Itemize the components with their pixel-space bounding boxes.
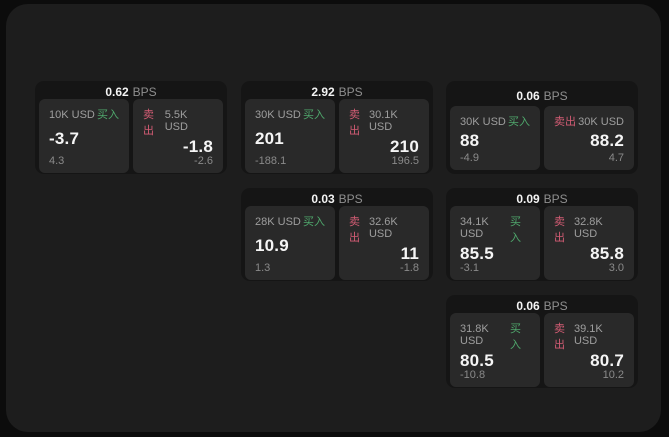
main-window: 0.62 BPS 10K USD 买入 -3.7 4.3 卖出 5.5K USD… xyxy=(6,4,661,432)
bps-unit: BPS xyxy=(543,192,568,206)
quote-card: 0.62 BPS 10K USD 买入 -3.7 4.3 卖出 5.5K USD… xyxy=(35,81,227,174)
buy-panel[interactable]: 28K USD 买入 10.9 1.3 xyxy=(245,206,335,280)
buy-side-label: 买入 xyxy=(303,216,325,228)
buy-amount: 28K USD xyxy=(255,216,301,228)
buy-secondary-value: -188.1 xyxy=(255,155,287,167)
bps-header: 0.06 BPS xyxy=(450,85,634,106)
buy-price: -3.7 xyxy=(49,129,80,148)
quote-card: 0.06 BPS 30K USD 买入 88 -4.9 卖出 30K USD 8… xyxy=(446,81,638,174)
buy-secondary-value: -3.1 xyxy=(460,262,479,274)
bps-value: 2.92 xyxy=(311,85,335,99)
sell-secondary-value: 3.0 xyxy=(608,262,624,274)
sell-panel[interactable]: 卖出 32.8K USD 85.8 3.0 xyxy=(544,206,634,280)
buy-side-label: 买入 xyxy=(97,109,119,121)
quote-card: 0.09 BPS 34.1K USD 买入 85.5 -3.1 卖出 32.8K… xyxy=(446,188,638,281)
sell-secondary-value: -1.8 xyxy=(400,262,419,274)
buy-price: 80.5 xyxy=(460,351,494,370)
sell-amount: 32.6K USD xyxy=(368,216,398,240)
sell-secondary-value: 4.7 xyxy=(608,152,624,164)
sell-side-label: 卖出 xyxy=(143,109,154,137)
buy-amount: 10K USD xyxy=(49,109,95,121)
sell-side-label: 卖出 xyxy=(554,116,576,128)
sell-price: 88.2 xyxy=(590,131,624,150)
sell-panel[interactable]: 卖出 32.6K USD 11 -1.8 xyxy=(339,206,429,280)
sell-panel[interactable]: 卖出 30K USD 88.2 4.7 xyxy=(544,106,634,170)
sell-panel[interactable]: 卖出 5.5K USD -1.8 -2.6 xyxy=(133,99,223,173)
bps-value: 0.03 xyxy=(311,192,335,206)
buy-secondary-value: 1.3 xyxy=(255,262,271,274)
sell-amount: 39.1K USD xyxy=(573,323,603,347)
buy-price: 10.9 xyxy=(255,236,289,255)
bps-unit: BPS xyxy=(338,85,363,99)
sell-price: 210 xyxy=(390,137,419,156)
buy-panel[interactable]: 31.8K USD 买入 80.5 -10.8 xyxy=(450,313,540,387)
buy-amount: 34.1K USD xyxy=(460,216,489,240)
sell-panel[interactable]: 卖出 39.1K USD 80.7 10.2 xyxy=(544,313,634,387)
sell-side-label: 卖出 xyxy=(349,109,360,137)
buy-secondary-value: -4.9 xyxy=(460,152,479,164)
buy-panel[interactable]: 10K USD 买入 -3.7 4.3 xyxy=(39,99,129,173)
buy-side-label: 买入 xyxy=(508,116,530,128)
buy-price: 88 xyxy=(460,131,480,150)
buy-secondary-value: -10.8 xyxy=(460,369,486,381)
sell-amount: 32.8K USD xyxy=(573,216,603,240)
sell-panel[interactable]: 卖出 30.1K USD 210 196.5 xyxy=(339,99,429,173)
sell-secondary-value: 10.2 xyxy=(602,369,624,381)
sell-secondary-value: -2.6 xyxy=(194,155,213,167)
bps-value: 0.09 xyxy=(516,192,540,206)
bps-unit: BPS xyxy=(543,88,568,103)
buy-amount: 31.8K USD xyxy=(460,323,489,347)
buy-price: 201 xyxy=(255,129,284,148)
bps-value: 0.06 xyxy=(516,88,540,103)
sell-price: 80.7 xyxy=(590,351,624,370)
buy-panel[interactable]: 30K USD 买入 201 -188.1 xyxy=(245,99,335,173)
buy-panel[interactable]: 30K USD 买入 88 -4.9 xyxy=(450,106,540,170)
bps-header: 0.09 BPS xyxy=(450,192,634,206)
sell-price: 85.8 xyxy=(590,244,624,263)
sell-side-label: 卖出 xyxy=(554,323,565,351)
sell-side-label: 卖出 xyxy=(349,216,360,244)
buy-side-label: 买入 xyxy=(510,323,522,351)
sell-amount: 30.1K USD xyxy=(368,109,398,133)
sell-side-label: 卖出 xyxy=(554,216,565,244)
bps-unit: BPS xyxy=(543,299,568,313)
quote-card: 0.03 BPS 28K USD 买入 10.9 1.3 卖出 32.6K US… xyxy=(241,188,433,281)
bps-header: 2.92 BPS xyxy=(245,85,429,99)
sell-price: 11 xyxy=(400,244,419,263)
buy-price: 85.5 xyxy=(460,244,494,263)
bps-value: 0.62 xyxy=(105,85,129,99)
buy-side-label: 买入 xyxy=(510,216,522,244)
bps-header: 0.62 BPS xyxy=(39,85,223,99)
quote-card: 2.92 BPS 30K USD 买入 201 -188.1 卖出 30.1K … xyxy=(241,81,433,174)
bps-header: 0.03 BPS xyxy=(245,192,429,206)
bps-value: 0.06 xyxy=(516,299,540,313)
sell-amount: 5.5K USD xyxy=(164,109,188,133)
buy-amount: 30K USD xyxy=(460,116,506,128)
buy-side-label: 买入 xyxy=(303,109,325,121)
sell-price: -1.8 xyxy=(182,137,213,156)
bps-header: 0.06 BPS xyxy=(450,299,634,313)
bps-unit: BPS xyxy=(132,85,157,99)
buy-amount: 30K USD xyxy=(255,109,301,121)
buy-secondary-value: 4.3 xyxy=(49,155,65,167)
sell-amount: 30K USD xyxy=(578,116,624,128)
bps-unit: BPS xyxy=(338,192,363,206)
quote-card: 0.06 BPS 31.8K USD 买入 80.5 -10.8 卖出 39.1… xyxy=(446,295,638,388)
buy-panel[interactable]: 34.1K USD 买入 85.5 -3.1 xyxy=(450,206,540,280)
sell-secondary-value: 196.5 xyxy=(391,155,419,167)
